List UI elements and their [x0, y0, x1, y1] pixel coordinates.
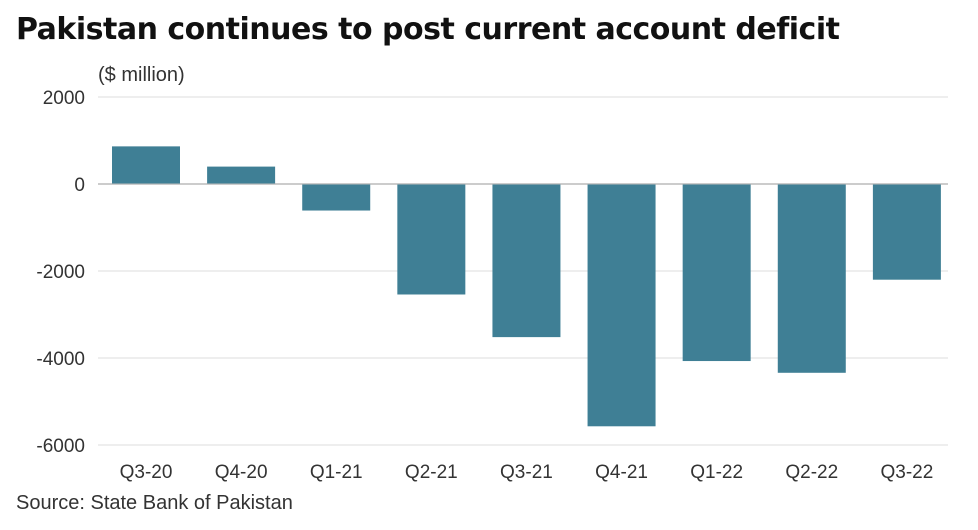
- y-tick-label: -6000: [36, 436, 85, 457]
- bar-q4-20: [207, 166, 276, 184]
- bar-q2-21: [397, 184, 466, 295]
- x-tick-label: Q2-21: [405, 462, 458, 483]
- bar-q1-21: [302, 184, 371, 211]
- x-tick-label: Q3-20: [120, 462, 173, 483]
- y-tick-label: 0: [74, 175, 85, 196]
- x-tick-label: Q1-22: [690, 462, 743, 483]
- y-tick-label: -2000: [36, 262, 85, 283]
- bar-q1-22: [682, 184, 751, 362]
- x-tick-label: Q4-20: [215, 462, 268, 483]
- x-axis-ticks: Q3-20 Q4-20 Q1-21 Q2-21 Q3-21 Q4-21 Q1-22 Q2-22…: [120, 462, 934, 483]
- bar-q2-22: [777, 184, 846, 373]
- x-tick-label: Q3-22: [880, 462, 933, 483]
- x-tick-label: Q1-21: [310, 462, 363, 483]
- bar-q4-21: [587, 184, 656, 427]
- bar-q3-21: [492, 184, 561, 338]
- x-tick-label: Q4-21: [595, 462, 648, 483]
- y-axis-units-label: ($ million): [98, 64, 185, 86]
- source-note: Source: State Bank of Pakistan: [16, 492, 293, 514]
- y-tick-label: 2000: [43, 88, 85, 109]
- bar-q3-20: [112, 146, 180, 184]
- bar-q3-22: [872, 184, 941, 280]
- x-tick-label: Q2-22: [785, 462, 838, 483]
- y-axis-ticks: 2000 0 -2000 -4000 -6000: [36, 88, 85, 457]
- chart-title: Pakistan continues to post current accou…: [16, 12, 840, 47]
- bars: [112, 146, 941, 427]
- y-tick-label: -4000: [36, 349, 85, 370]
- x-tick-label: Q3-21: [500, 462, 553, 483]
